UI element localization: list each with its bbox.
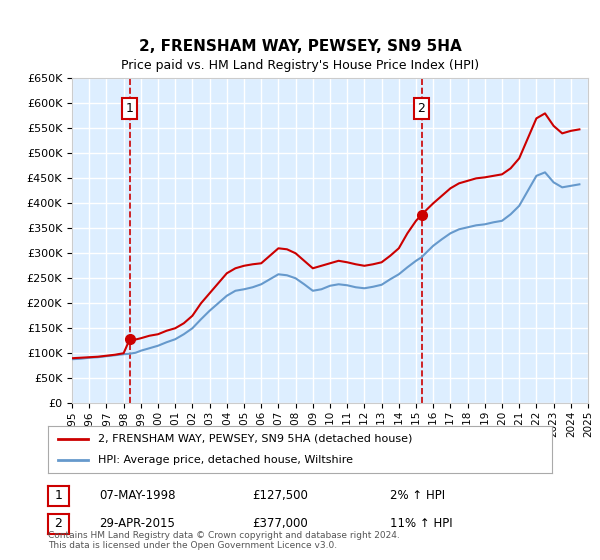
Text: 29-APR-2015: 29-APR-2015 [99, 517, 175, 530]
Text: £377,000: £377,000 [252, 517, 308, 530]
Text: £127,500: £127,500 [252, 489, 308, 502]
Text: 1: 1 [125, 102, 134, 115]
Text: Price paid vs. HM Land Registry's House Price Index (HPI): Price paid vs. HM Land Registry's House … [121, 59, 479, 72]
Text: 2: 2 [418, 102, 425, 115]
Text: Contains HM Land Registry data © Crown copyright and database right 2024.
This d: Contains HM Land Registry data © Crown c… [48, 530, 400, 550]
Text: 2, FRENSHAM WAY, PEWSEY, SN9 5HA (detached house): 2, FRENSHAM WAY, PEWSEY, SN9 5HA (detach… [98, 434, 413, 444]
Text: 2% ↑ HPI: 2% ↑ HPI [390, 489, 445, 502]
Text: 2, FRENSHAM WAY, PEWSEY, SN9 5HA: 2, FRENSHAM WAY, PEWSEY, SN9 5HA [139, 39, 461, 54]
Text: 1: 1 [55, 489, 62, 502]
Text: 07-MAY-1998: 07-MAY-1998 [99, 489, 176, 502]
Text: HPI: Average price, detached house, Wiltshire: HPI: Average price, detached house, Wilt… [98, 455, 353, 465]
Text: 11% ↑ HPI: 11% ↑ HPI [390, 517, 452, 530]
Text: 2: 2 [55, 517, 62, 530]
